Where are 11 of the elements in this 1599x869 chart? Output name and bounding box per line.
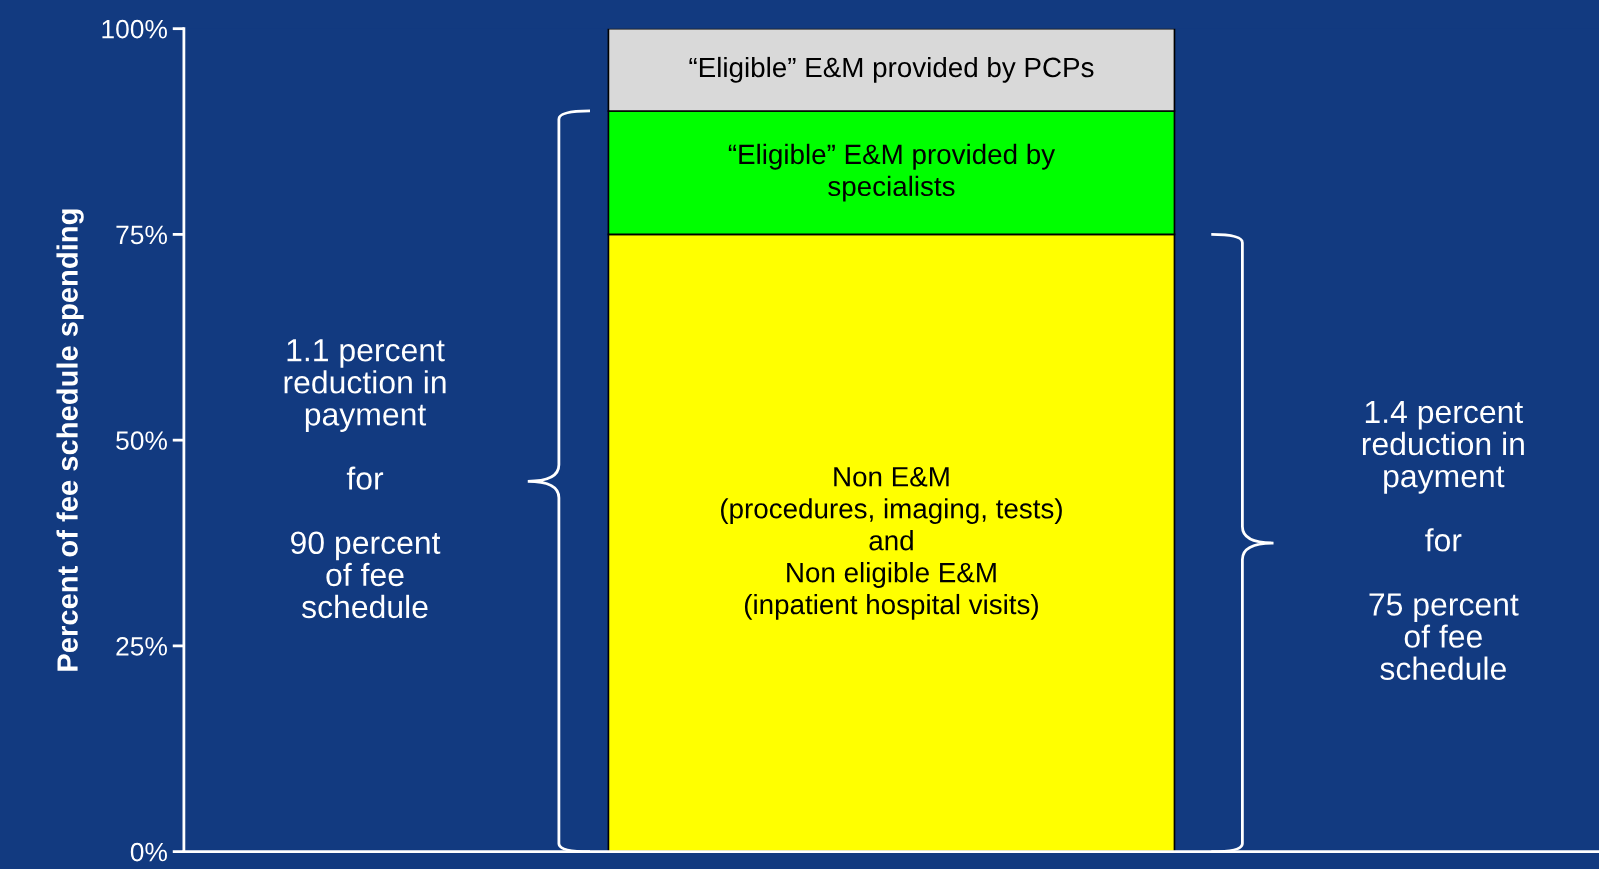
y-tick-label: 25%	[116, 637, 167, 656]
series-label: Non E&M (procedures, imaging, tests) and Non eligible E&M (inpatient hospital visits)	[721, 467, 1062, 620]
text: 1.1 percent reduction in payment for 90 percent of fee schedule	[284, 339, 446, 619]
y-tick-label: 75%	[116, 225, 167, 245]
y-axis-title: Percent of fee schedule spending	[56, 209, 84, 671]
y-tick-label: 0%	[130, 842, 167, 862]
y-tick-label: 100%	[102, 19, 167, 39]
series-label: “Eligible” E&M provided by PCPs	[689, 56, 1094, 83]
y-tick-label: 50%	[116, 431, 167, 450]
text: 1.4 percent reduction in payment for 75 percent of fee schedule	[1362, 400, 1524, 680]
series-label: “Eligible” E&M provided by specialists	[728, 143, 1056, 202]
